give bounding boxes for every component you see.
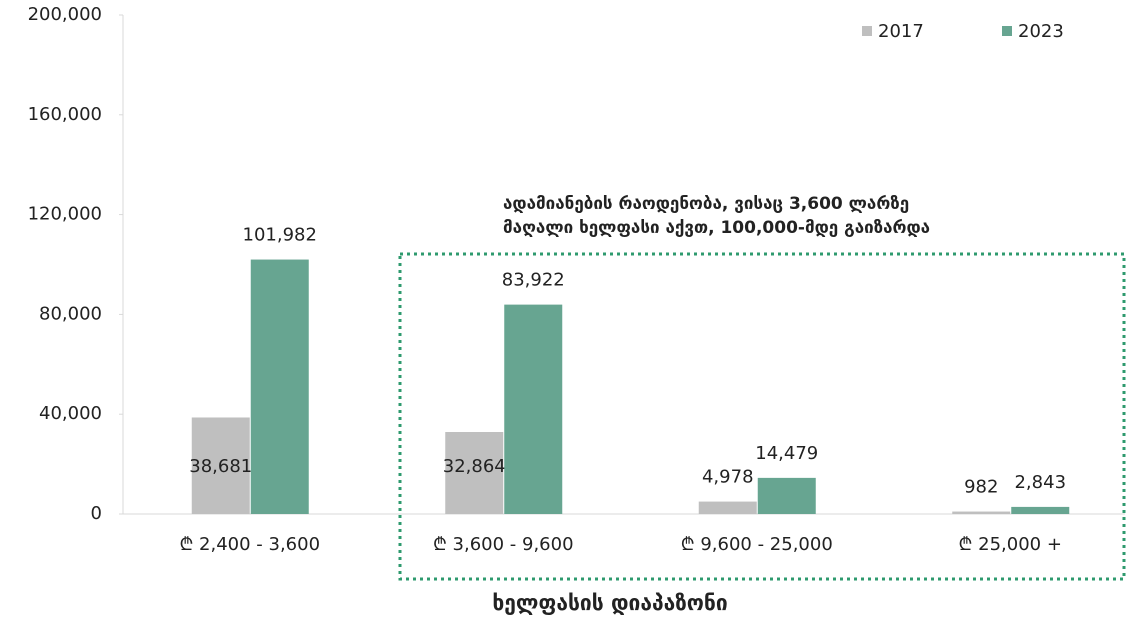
bar — [504, 304, 563, 514]
y-tick-label: 200,000 — [28, 4, 102, 25]
value-label: 83,922 — [502, 270, 565, 291]
bar — [952, 511, 1011, 514]
y-tick-label: 80,000 — [39, 303, 102, 324]
bar — [698, 501, 757, 514]
value-label: 982 — [964, 477, 998, 498]
legend-swatch — [1002, 26, 1012, 36]
value-label: 4,978 — [702, 467, 754, 488]
annotation: მაღალი ხელფასი აქვთ, 100,000-მდე გაიზარდ… — [503, 218, 930, 238]
bar — [1011, 506, 1070, 514]
value-label: 2,843 — [1014, 472, 1066, 493]
value-label: 38,681 — [189, 456, 252, 477]
value-label: 32,864 — [443, 456, 506, 477]
legend-label: 2017 — [878, 21, 924, 42]
legend-swatch — [862, 26, 872, 36]
x-tick-label: ₾ 2,400 - 3,600 — [179, 534, 320, 555]
y-tick-label: 160,000 — [28, 104, 102, 125]
x-tick-label: ₾ 9,600 - 25,000 — [681, 534, 833, 555]
value-label: 101,982 — [243, 225, 317, 246]
annotation: ადამიანების რაოდენობა, ვისაც 3,600 ლარზე — [503, 194, 909, 214]
x-axis-title: ხელფასის დიაპაზონი — [492, 591, 727, 615]
x-tick-label: ₾ 3,600 - 9,600 — [433, 534, 574, 555]
bar — [250, 259, 309, 514]
bar — [445, 432, 504, 514]
y-tick-label: 120,000 — [28, 204, 102, 225]
y-tick-label: 0 — [91, 503, 102, 524]
bar — [191, 417, 250, 514]
y-tick-label: 40,000 — [39, 403, 102, 424]
x-tick-label: ₾ 25,000 + — [959, 534, 1062, 555]
bar — [757, 477, 816, 514]
legend-label: 2023 — [1018, 21, 1064, 42]
value-label: 14,479 — [755, 443, 818, 464]
